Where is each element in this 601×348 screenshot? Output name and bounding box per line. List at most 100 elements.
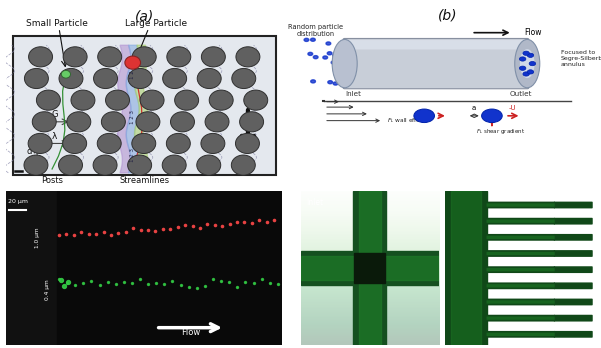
FancyBboxPatch shape	[554, 266, 593, 273]
Point	[99, 229, 108, 235]
Circle shape	[308, 52, 313, 55]
Point	[127, 280, 137, 285]
Point	[84, 231, 94, 237]
Bar	[445, 191, 487, 345]
Circle shape	[136, 112, 160, 132]
Circle shape	[63, 47, 87, 67]
Point	[158, 226, 168, 232]
Point	[143, 227, 153, 233]
Point	[76, 229, 86, 235]
Circle shape	[328, 81, 332, 84]
Point	[151, 280, 161, 286]
Point	[184, 285, 194, 290]
Point	[224, 279, 234, 285]
Circle shape	[37, 90, 60, 110]
Circle shape	[481, 109, 502, 122]
Text: Random particle
distribution: Random particle distribution	[288, 24, 343, 38]
Point	[63, 280, 72, 286]
Circle shape	[106, 90, 129, 110]
Point	[210, 222, 219, 227]
FancyBboxPatch shape	[554, 218, 593, 224]
Circle shape	[167, 47, 191, 67]
Text: a: a	[472, 105, 477, 111]
Ellipse shape	[514, 39, 540, 88]
Circle shape	[527, 70, 534, 74]
Text: Outlet: Outlet	[510, 91, 532, 97]
Circle shape	[128, 69, 152, 88]
Circle shape	[304, 38, 309, 41]
FancyBboxPatch shape	[486, 299, 555, 306]
Text: Focused to
Segre-Silberberg
annulus: Focused to Segre-Silberberg annulus	[561, 50, 601, 68]
FancyBboxPatch shape	[487, 252, 555, 255]
Point	[160, 282, 169, 287]
Text: Posts: Posts	[41, 176, 63, 185]
Circle shape	[29, 47, 52, 67]
Circle shape	[323, 56, 328, 59]
Circle shape	[132, 47, 156, 67]
FancyBboxPatch shape	[486, 201, 555, 208]
Text: 1 2 3: 1 2 3	[130, 65, 135, 79]
Point	[247, 220, 257, 226]
Circle shape	[163, 69, 187, 88]
Circle shape	[58, 155, 82, 175]
Circle shape	[140, 90, 164, 110]
FancyBboxPatch shape	[486, 283, 555, 289]
FancyBboxPatch shape	[554, 283, 593, 289]
FancyBboxPatch shape	[487, 284, 555, 287]
FancyBboxPatch shape	[487, 268, 555, 271]
FancyBboxPatch shape	[554, 331, 593, 338]
FancyBboxPatch shape	[554, 315, 593, 322]
Point	[218, 223, 227, 229]
Circle shape	[25, 69, 49, 88]
Circle shape	[32, 112, 56, 132]
Point	[70, 283, 80, 288]
Circle shape	[209, 90, 233, 110]
Point	[114, 230, 123, 236]
Bar	[56, 191, 282, 345]
Polygon shape	[135, 45, 148, 173]
Point	[265, 280, 275, 286]
Point	[168, 278, 177, 284]
Circle shape	[94, 69, 118, 88]
Point	[135, 276, 145, 282]
Point	[195, 225, 205, 230]
Bar	[300, 251, 439, 285]
Point	[192, 286, 201, 291]
Point	[54, 232, 64, 238]
Circle shape	[332, 54, 337, 57]
FancyBboxPatch shape	[487, 333, 555, 336]
Point	[208, 276, 218, 282]
Circle shape	[328, 52, 332, 55]
Text: Outlet: Outlet	[538, 198, 562, 207]
Bar	[353, 191, 386, 345]
Point	[273, 281, 282, 286]
Circle shape	[236, 133, 260, 153]
Text: $F_L$ wall effect: $F_L$ wall effect	[386, 117, 427, 126]
Bar	[6, 191, 56, 345]
Circle shape	[71, 90, 95, 110]
Circle shape	[175, 90, 198, 110]
FancyBboxPatch shape	[486, 331, 555, 338]
Circle shape	[311, 80, 316, 83]
Point	[59, 284, 69, 289]
Point	[254, 217, 264, 222]
FancyBboxPatch shape	[344, 40, 528, 49]
Point	[249, 280, 258, 285]
FancyBboxPatch shape	[487, 220, 555, 223]
Circle shape	[197, 69, 221, 88]
Text: (a): (a)	[135, 9, 154, 23]
Point	[188, 223, 197, 229]
Point	[54, 276, 64, 282]
Circle shape	[63, 133, 87, 153]
Circle shape	[529, 62, 535, 66]
Point	[69, 232, 79, 238]
FancyBboxPatch shape	[554, 250, 593, 257]
Circle shape	[125, 56, 141, 69]
Point	[106, 232, 116, 237]
Circle shape	[102, 112, 126, 132]
Circle shape	[171, 112, 195, 132]
Point	[203, 221, 212, 227]
Circle shape	[59, 69, 83, 88]
Circle shape	[166, 133, 191, 153]
Circle shape	[414, 109, 435, 122]
